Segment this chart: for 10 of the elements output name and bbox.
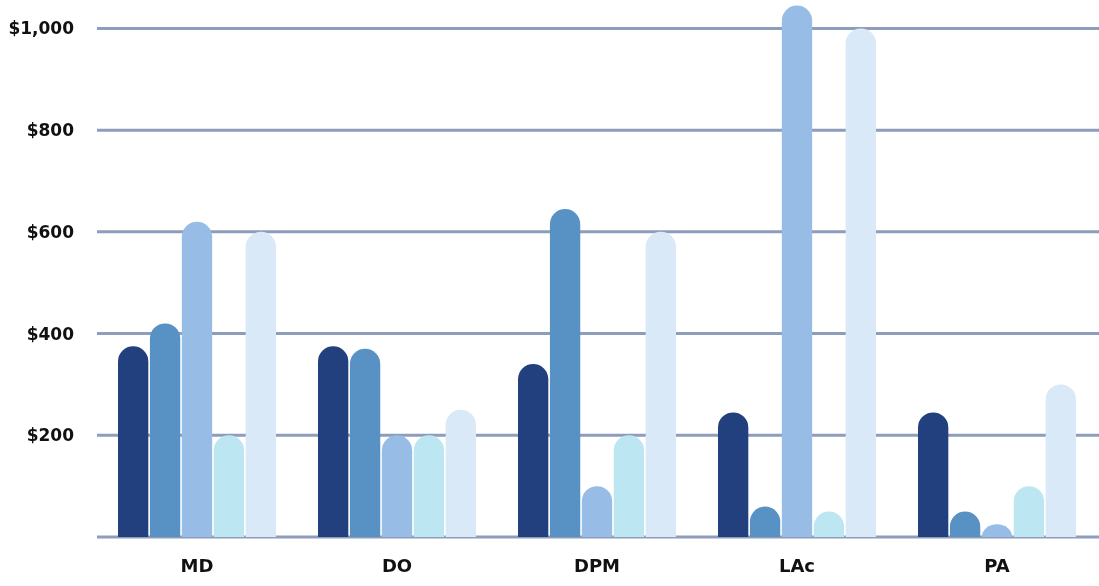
y-tick-label: $1,000 bbox=[8, 18, 75, 39]
y-tick-label: $800 bbox=[26, 120, 75, 141]
x-tick-label: MD bbox=[180, 555, 214, 576]
x-tick-label: PA bbox=[984, 555, 1010, 576]
x-tick-label: DO bbox=[381, 555, 413, 576]
y-tick-label: $400 bbox=[26, 323, 75, 344]
y-tick-label: $600 bbox=[26, 221, 75, 242]
x-tick-label: DPM bbox=[573, 555, 621, 576]
x-tick-label: LAc bbox=[778, 555, 816, 576]
y-tick-label: $200 bbox=[26, 425, 75, 446]
